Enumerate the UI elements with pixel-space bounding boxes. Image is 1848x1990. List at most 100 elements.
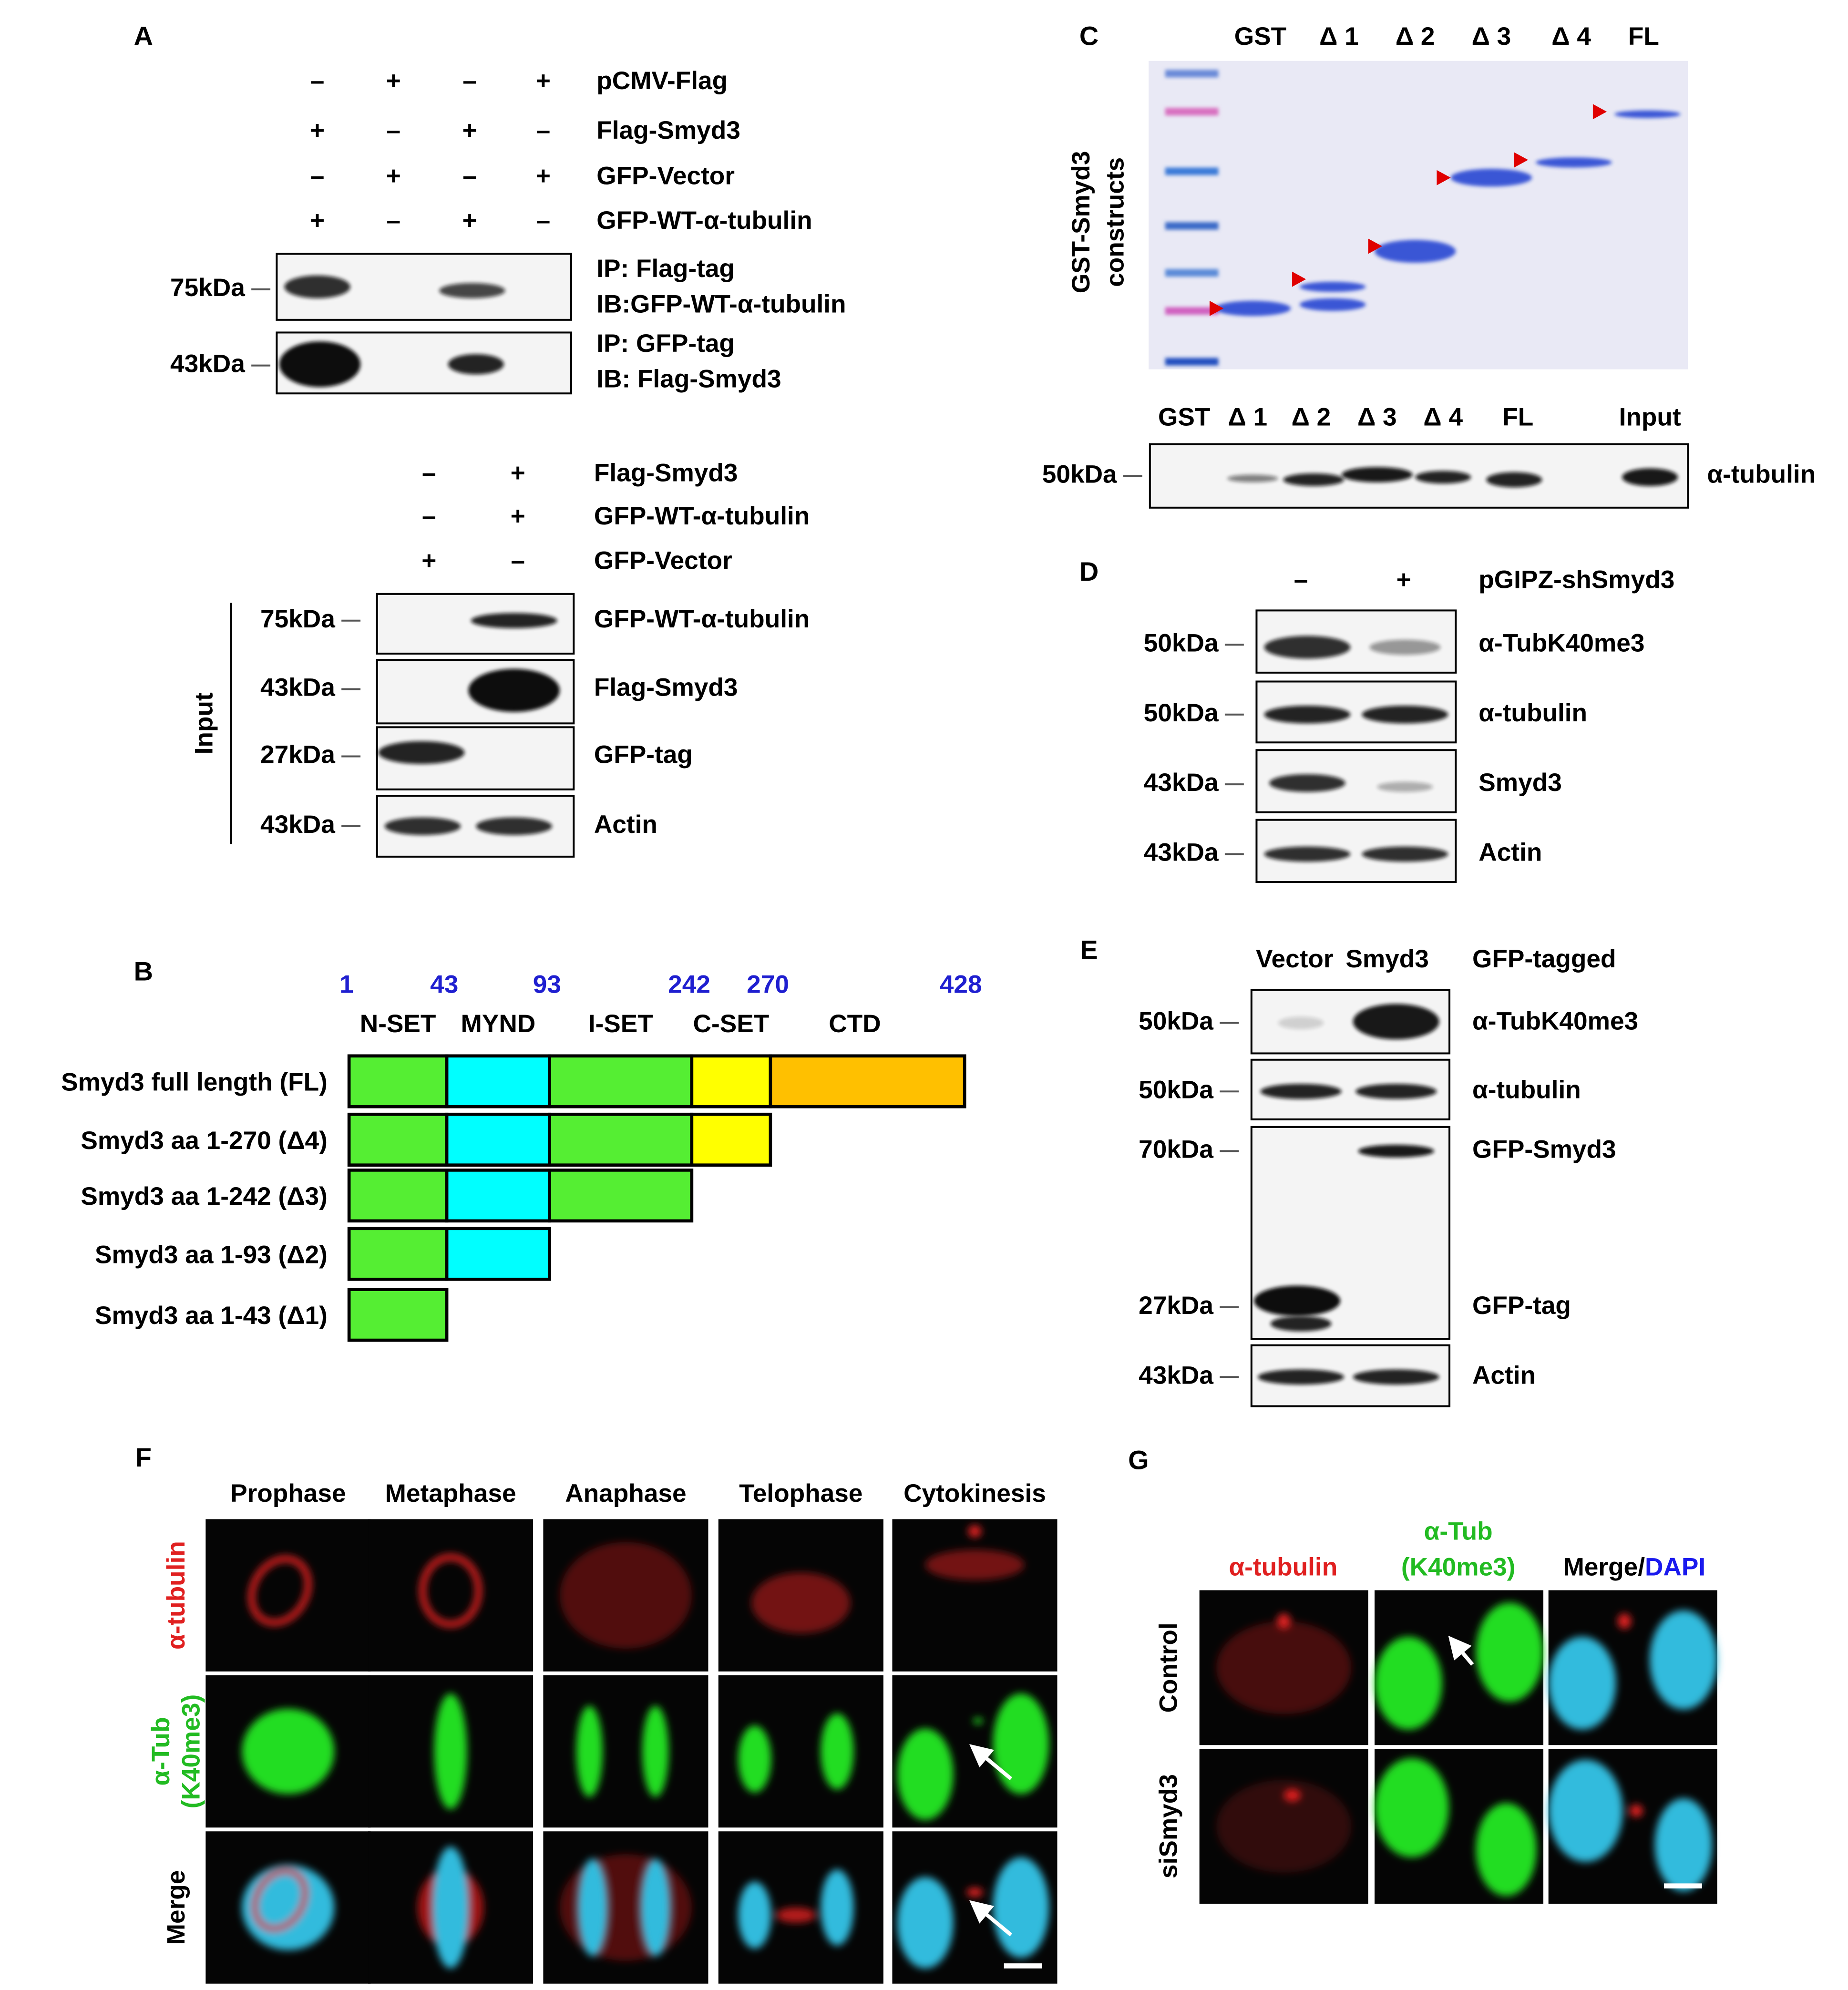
row-label: Merge bbox=[162, 1870, 190, 1945]
gel-band bbox=[1299, 281, 1366, 292]
domain-box bbox=[347, 1288, 449, 1342]
sign: – bbox=[536, 206, 551, 235]
domain-box bbox=[445, 1227, 552, 1281]
domain-box bbox=[548, 1169, 694, 1223]
gel-band bbox=[1450, 169, 1532, 187]
row-label: α-Tub bbox=[147, 1717, 175, 1786]
gel-band bbox=[1536, 157, 1612, 168]
lane-label: Δ 4 bbox=[1423, 403, 1463, 431]
marker-label: 50kDa bbox=[1144, 629, 1219, 657]
red bbox=[968, 1525, 982, 1538]
marker-label: 27kDa bbox=[1139, 1292, 1213, 1320]
cyan bbox=[1548, 1636, 1616, 1730]
micrograph-content bbox=[1375, 1602, 1544, 1730]
band bbox=[1355, 1084, 1437, 1099]
band bbox=[1486, 472, 1542, 488]
band bbox=[1278, 1016, 1324, 1029]
condition-name: GFP-WT-α-tubulin bbox=[594, 502, 810, 530]
gel-band bbox=[1299, 298, 1366, 311]
ladder-band bbox=[1165, 222, 1219, 230]
band bbox=[279, 341, 361, 387]
sign: + bbox=[536, 162, 551, 190]
domain-name: CTD bbox=[829, 1010, 881, 1038]
aa-position: 43 bbox=[430, 970, 458, 998]
micrograph bbox=[205, 1519, 371, 1672]
ladder-band bbox=[1165, 358, 1219, 366]
blot-label: Actin bbox=[1472, 1361, 1536, 1389]
band bbox=[1415, 471, 1471, 484]
band bbox=[448, 354, 504, 375]
arrow bbox=[1448, 1635, 1474, 1666]
band bbox=[471, 613, 557, 628]
green bbox=[993, 1693, 1049, 1794]
red bbox=[419, 1554, 482, 1628]
band bbox=[476, 817, 553, 835]
domain-box bbox=[347, 1054, 449, 1108]
lane-label: Δ 4 bbox=[1551, 22, 1591, 51]
marker-label: 75kDa bbox=[170, 274, 245, 302]
cyan bbox=[640, 1858, 670, 1957]
domain-box bbox=[690, 1112, 772, 1167]
construct-name: Smyd3 aa 1-43 (Δ1) bbox=[95, 1302, 328, 1330]
blot-label: IB: Flag-Smyd3 bbox=[596, 365, 781, 393]
red bbox=[248, 1556, 312, 1626]
domain-box bbox=[347, 1169, 449, 1223]
arrowhead bbox=[1592, 104, 1607, 120]
sign: + bbox=[1396, 565, 1411, 594]
green bbox=[576, 1705, 603, 1797]
band bbox=[1254, 1285, 1341, 1316]
arrowhead bbox=[1292, 271, 1306, 287]
panel-label: D bbox=[1079, 556, 1099, 586]
blot-label: α-tubulin bbox=[1707, 460, 1816, 488]
micrograph-content bbox=[738, 1869, 854, 1949]
green bbox=[1375, 1758, 1449, 1857]
red bbox=[560, 1542, 692, 1649]
band bbox=[1369, 639, 1441, 655]
header: GFP-tagged bbox=[1472, 945, 1616, 973]
blot-label: GFP-Smyd3 bbox=[1472, 1135, 1616, 1163]
lane-label: Vector bbox=[1256, 945, 1334, 973]
green bbox=[1375, 1636, 1442, 1730]
column-label: Telophase bbox=[739, 1479, 862, 1508]
domain-box bbox=[445, 1054, 552, 1108]
lane-label: Δ 2 bbox=[1396, 22, 1435, 51]
sign: + bbox=[511, 502, 525, 530]
arrowhead bbox=[1368, 238, 1382, 254]
band bbox=[284, 275, 350, 298]
row-label: siSmyd3 bbox=[1154, 1774, 1182, 1878]
cyan bbox=[1654, 1798, 1713, 1892]
domain-name: MYND bbox=[461, 1010, 536, 1038]
micrograph-content bbox=[419, 1554, 482, 1628]
band bbox=[468, 668, 560, 712]
arrowhead bbox=[1209, 300, 1224, 316]
band bbox=[1264, 706, 1351, 724]
domain-box bbox=[347, 1227, 449, 1281]
gel bbox=[1149, 61, 1688, 369]
band bbox=[1377, 781, 1433, 792]
aa-position: 242 bbox=[668, 970, 710, 998]
sign: – bbox=[462, 67, 477, 95]
cyan bbox=[1650, 1610, 1717, 1710]
input-label: Input bbox=[190, 692, 218, 754]
micrograph-content bbox=[560, 1854, 692, 1961]
band bbox=[378, 741, 465, 764]
blot-label: IB:GFP-WT-α-tubulin bbox=[596, 290, 846, 318]
marker-label: 50kDa bbox=[1042, 460, 1117, 488]
micrograph-content bbox=[738, 1713, 854, 1793]
blot-label: α-tubulin bbox=[1472, 1076, 1581, 1104]
sign: + bbox=[536, 67, 551, 95]
green bbox=[434, 1693, 467, 1809]
aa-position: 270 bbox=[747, 970, 789, 998]
cyan bbox=[578, 1858, 608, 1957]
domain-name: I-SET bbox=[588, 1010, 653, 1038]
micrograph bbox=[892, 1519, 1057, 1672]
ladder-band bbox=[1165, 70, 1219, 78]
gel-band bbox=[1214, 300, 1291, 316]
sign: – bbox=[386, 116, 400, 144]
lane-label: Input bbox=[1619, 403, 1681, 431]
sign: – bbox=[462, 162, 477, 190]
band bbox=[384, 817, 461, 835]
micrograph bbox=[543, 1675, 708, 1828]
side-label: constructs bbox=[1101, 157, 1129, 287]
sign: + bbox=[462, 206, 477, 235]
